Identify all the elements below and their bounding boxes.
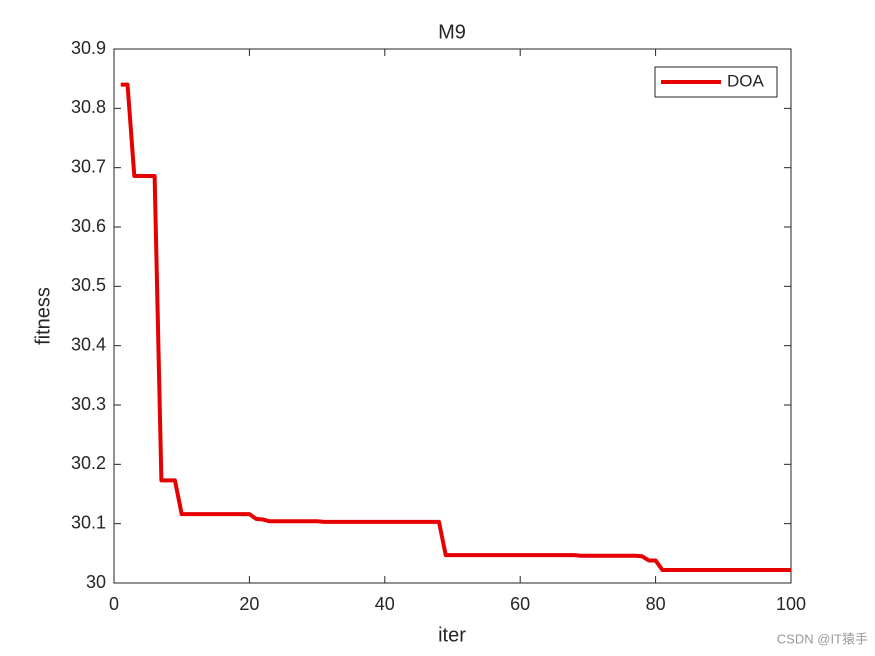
x-tick-label: 40	[375, 594, 395, 614]
y-tick-label: 30.8	[71, 97, 106, 117]
x-axis-label: iter	[438, 624, 466, 646]
x-tick-label: 60	[510, 594, 530, 614]
y-tick-label: 30.9	[71, 38, 106, 58]
y-axis-label: fitness	[32, 287, 54, 345]
y-tick-label: 30	[86, 572, 106, 592]
y-tick-label: 30.5	[71, 275, 106, 295]
y-tick-label: 30.1	[71, 512, 106, 532]
y-tick-label: 30.7	[71, 156, 106, 176]
watermark: CSDN @IT猿手	[777, 631, 868, 646]
data-line	[120, 82, 791, 572]
y-tick-label: 30.2	[71, 453, 106, 473]
y-tick-label: 30.3	[71, 394, 106, 414]
legend-label: DOA	[727, 71, 765, 90]
x-tick-label: 80	[646, 594, 666, 614]
y-tick-label: 30.4	[71, 334, 106, 354]
x-tick-label: 20	[239, 594, 259, 614]
plot-area	[113, 48, 792, 584]
chart-title: M9	[438, 21, 466, 43]
x-tick-label: 100	[776, 594, 806, 614]
x-tick-label: 0	[109, 594, 119, 614]
y-tick-label: 30.6	[71, 216, 106, 236]
